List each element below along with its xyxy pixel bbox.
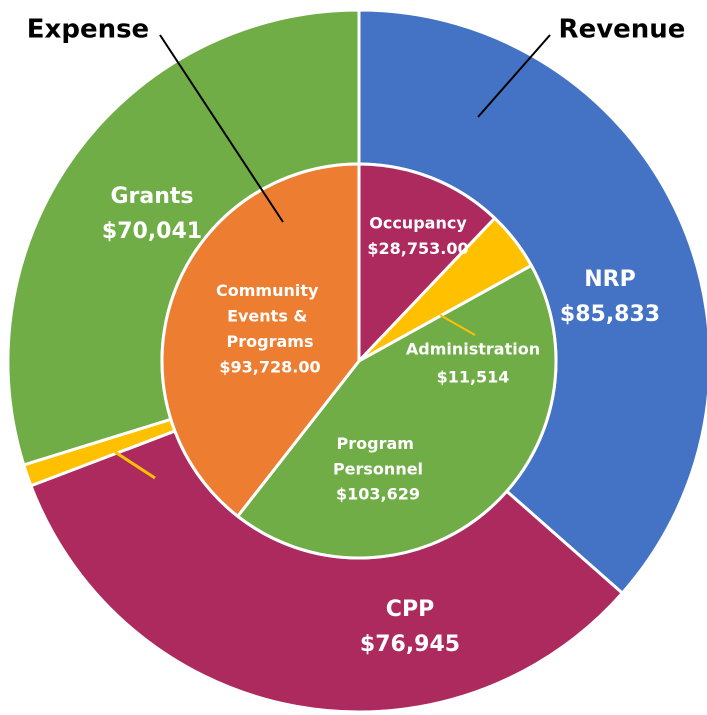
slice xyxy=(235,263,558,560)
slice xyxy=(160,162,361,519)
slice-label: Grants xyxy=(110,184,193,209)
slice-value-label: $93,728.00 xyxy=(219,357,320,376)
slice-value-label: $70,041 xyxy=(102,219,202,244)
slice-value-label: $103,629 xyxy=(336,485,420,504)
administration-leader xyxy=(439,314,476,336)
revenue-title: Revenue xyxy=(559,15,686,45)
slices xyxy=(6,8,707,714)
expense-leader xyxy=(159,34,284,223)
slice-value-label: $28,753.00 xyxy=(367,239,468,258)
slice-value-label: $11,514 xyxy=(437,368,510,387)
slice-value-label: $76,945 xyxy=(360,632,460,657)
slice-label: CPP xyxy=(386,597,434,622)
slice-label: Community Events & Programs xyxy=(216,281,324,351)
expense-title: Expense xyxy=(27,15,149,45)
slice-value-label: $2,351 xyxy=(103,519,188,544)
slice-label: Administration xyxy=(406,340,540,359)
slice-label: NRP xyxy=(584,267,635,292)
donations-leader xyxy=(114,450,156,480)
slice-label: Donations xyxy=(82,484,208,509)
revenue-leader xyxy=(477,34,551,118)
slice-value-label: $85,833 xyxy=(560,302,660,327)
slice-label: Occupancy xyxy=(369,214,467,233)
slice-label: Program Personnel xyxy=(333,434,423,479)
slice xyxy=(357,162,497,365)
